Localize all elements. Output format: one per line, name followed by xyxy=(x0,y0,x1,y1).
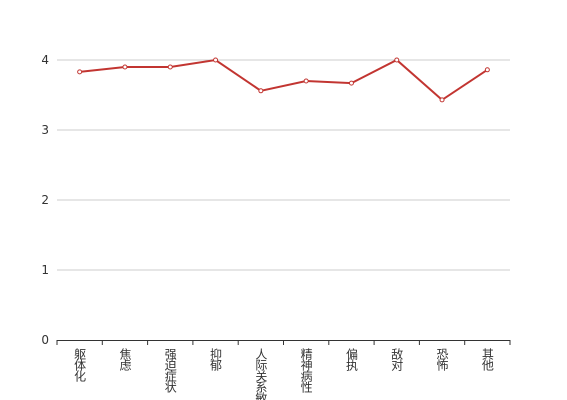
line xyxy=(79,58,488,102)
x-tick-label: 抑郁 xyxy=(209,347,223,372)
point xyxy=(258,88,264,94)
x-tick-label: 恐怖 xyxy=(435,348,449,371)
x-tick-label: 焦虑 xyxy=(118,348,132,371)
point xyxy=(394,57,400,63)
point xyxy=(213,57,219,63)
point xyxy=(77,69,83,75)
point xyxy=(439,97,445,103)
y-tick-label: 4 xyxy=(41,53,49,67)
point xyxy=(484,67,490,73)
point xyxy=(348,80,354,86)
x-tick-label: 偏执 xyxy=(344,347,358,372)
x-tick-label: 人际关系敏感 xyxy=(254,348,268,400)
x-tick-label: 敌对 xyxy=(390,347,404,371)
y-tick-label: 2 xyxy=(41,193,49,207)
y-tick-label: 1 xyxy=(41,263,49,277)
x-tick-label: 精神病性 xyxy=(299,348,313,394)
point xyxy=(122,64,128,70)
y-tick-label: 3 xyxy=(41,123,49,137)
point xyxy=(167,64,173,70)
x-tick-label: 其他 xyxy=(480,348,494,371)
x-tick-label: 强迫症状 xyxy=(163,348,177,393)
x-tick-label: 躯体化 xyxy=(73,347,87,383)
y-tick-label: 0 xyxy=(41,333,49,347)
point xyxy=(303,78,309,84)
